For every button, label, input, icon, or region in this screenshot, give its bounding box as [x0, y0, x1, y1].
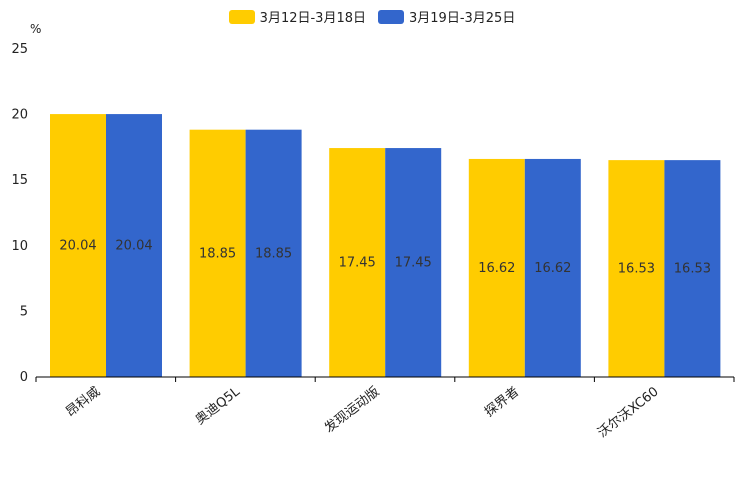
y-tick-label: 10 [11, 239, 28, 254]
bar-1[interactable] [608, 160, 665, 377]
bar-1[interactable] [468, 158, 525, 377]
data-label: 20.04 [59, 239, 96, 254]
data-label: 20.04 [115, 239, 152, 254]
legend-item-series-1[interactable]: 3月12日-3月18日 [228, 7, 366, 26]
bar-1[interactable] [189, 129, 246, 377]
bar-1[interactable] [50, 114, 106, 378]
legend-item-series-2[interactable]: 3月19日-3月25日 [378, 7, 515, 26]
data-label: 16.62 [534, 261, 571, 276]
legend-label-series-2: 3月19日-3月25日 [409, 11, 516, 26]
bar-1[interactable] [329, 148, 386, 377]
data-label: 16.62 [478, 261, 515, 276]
y-tick-label: 20 [11, 108, 28, 123]
x-tick-label: 探界者 [482, 384, 522, 420]
data-label: 17.45 [395, 256, 432, 271]
x-tick-label: 沃尔沃XC60 [595, 384, 661, 441]
bar-2[interactable] [385, 148, 442, 377]
legend-swatch-series-2 [378, 9, 404, 24]
x-tick-label: 发现运动版 [321, 384, 382, 437]
y-tick-label: 25 [11, 42, 28, 57]
data-label: 16.53 [674, 262, 711, 277]
bar-2[interactable] [664, 160, 721, 377]
legend-swatch-series-1 [228, 9, 255, 24]
bar-2[interactable] [106, 114, 162, 378]
x-tick-label: 奥迪Q5L [193, 384, 244, 428]
legend: 3月12日-3月18日 3月19日-3月25日 [0, 7, 744, 26]
data-label: 17.45 [339, 256, 376, 271]
y-axis-unit: % [30, 22, 42, 36]
y-tick-label: 0 [20, 370, 28, 385]
data-label: 16.53 [618, 262, 655, 277]
bar-2[interactable] [524, 158, 581, 377]
data-label: 18.85 [255, 246, 292, 261]
data-label: 18.85 [199, 246, 236, 261]
y-tick-label: 5 [20, 304, 28, 319]
legend-label-series-1: 3月12日-3月18日 [259, 11, 366, 26]
bar-2[interactable] [245, 129, 302, 377]
x-tick-label: 昂科威 [63, 384, 103, 420]
y-tick-label: 15 [11, 173, 28, 188]
